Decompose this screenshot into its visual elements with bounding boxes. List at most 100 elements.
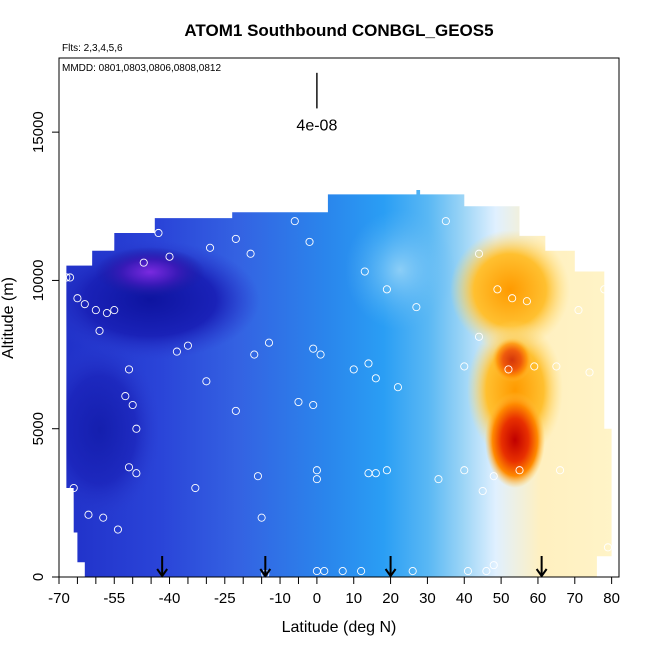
orange-upper-region: [450, 230, 570, 350]
flight-point: [474, 249, 484, 258]
flight-point: [489, 472, 498, 481]
y-tick-label: 0: [30, 573, 47, 581]
flight-point: [338, 567, 347, 576]
y-axis: 0 5000 10000 15000: [30, 111, 59, 581]
flight-point: [95, 326, 104, 335]
flight-point: [312, 466, 321, 475]
x-tick-label: -70: [48, 590, 70, 607]
flight-point: [124, 463, 134, 472]
flight-point: [482, 567, 491, 576]
flight-point: [253, 472, 262, 481]
flight-point: [530, 362, 539, 371]
flight-point: [305, 237, 314, 246]
flight-point: [320, 567, 329, 576]
flight-point: [99, 513, 108, 522]
flight-point: [371, 374, 380, 383]
flight-point: [412, 303, 421, 312]
dark-blue-south-low: [66, 340, 160, 520]
x-tick-label: 80: [603, 590, 620, 607]
profile-arrow: [535, 556, 548, 578]
x-tick-label: -55: [103, 590, 125, 607]
profile-arrow-head: [259, 568, 272, 578]
profile-arrow: [259, 556, 272, 578]
flight-point: [522, 297, 531, 306]
flight-point: [474, 332, 484, 341]
flight-point: [294, 397, 303, 407]
flight-point: [508, 294, 517, 303]
flight-point: [132, 424, 141, 433]
flight-point: [102, 309, 111, 318]
flight-point: [110, 306, 119, 315]
red-maximum: [485, 392, 545, 488]
flight-sample-points: [62, 217, 612, 578]
flight-point: [154, 228, 163, 238]
x-tick-label: 60: [530, 590, 547, 607]
flight-point: [357, 567, 366, 576]
profile-arrows: [156, 556, 548, 578]
flight-point: [139, 258, 148, 267]
flight-point: [69, 483, 78, 493]
flight-point: [515, 466, 524, 475]
flight-point: [393, 383, 402, 392]
flight-point: [80, 300, 89, 309]
y-tick-label: 5000: [30, 412, 47, 445]
x-tick-label: -40: [159, 590, 181, 607]
flight-point: [62, 273, 71, 282]
flight-point: [246, 249, 255, 258]
flight-point: [91, 306, 100, 315]
flight-point: [349, 365, 358, 374]
flight-point: [172, 347, 181, 356]
profile-arrow-head: [384, 568, 397, 578]
flights-note: Flts: 2,3,4,5,6: [62, 43, 123, 54]
x-tick-label: 50: [493, 590, 510, 607]
x-tick-label: 70: [566, 590, 583, 607]
red-mid: [492, 338, 532, 382]
flight-point: [113, 525, 122, 534]
flight-point: [574, 306, 583, 315]
x-axis-label: Latitude (deg N): [282, 619, 397, 636]
chart-title: ATOM1 Southbound CONBGL_GEOS5: [184, 21, 493, 40]
dark-blue-south-region: [66, 240, 260, 360]
flight-point: [460, 362, 469, 371]
flight-point: [124, 365, 134, 374]
flight-point: [585, 368, 594, 377]
purple-maximum: [95, 247, 205, 297]
concentration-curtain: [62, 190, 612, 578]
flight-point: [600, 285, 609, 294]
flight-point: [408, 567, 417, 576]
flight-point: [132, 469, 141, 478]
dates-note: MMDD: 0801,0803,0806,0808,0812: [62, 63, 221, 74]
flight-point: [191, 483, 200, 493]
flight-point: [84, 510, 93, 519]
x-tick-label: 30: [419, 590, 436, 607]
scale-bar-label: 4e-08: [296, 117, 337, 134]
flight-point: [309, 344, 318, 353]
flight-point: [128, 400, 137, 410]
y-axis-label: Altitude (m): [0, 277, 17, 359]
flight-point: [121, 392, 130, 401]
flight-point: [463, 567, 472, 576]
flight-point: [441, 217, 450, 226]
flight-point: [206, 243, 215, 252]
x-tick-label: 40: [456, 590, 473, 607]
flight-point: [364, 359, 373, 368]
profile-arrow: [156, 556, 168, 578]
flight-point: [264, 338, 274, 347]
flight-point: [434, 475, 443, 484]
x-tick-label: -25: [214, 590, 236, 607]
x-tick-label: 20: [382, 590, 399, 607]
flight-point: [66, 273, 75, 282]
flight-point: [603, 543, 612, 552]
flight-point: [382, 466, 391, 475]
flight-point: [552, 362, 561, 371]
profile-arrow-head: [535, 568, 548, 578]
x-tick-label: -10: [269, 590, 291, 607]
y-tick-label: 15000: [30, 111, 47, 153]
flight-point: [382, 285, 391, 294]
flight-point: [504, 365, 513, 374]
profile-arrow-head: [156, 568, 168, 578]
flight-point: [231, 234, 240, 243]
flight-point: [493, 285, 502, 294]
profile-arrow: [384, 556, 397, 578]
